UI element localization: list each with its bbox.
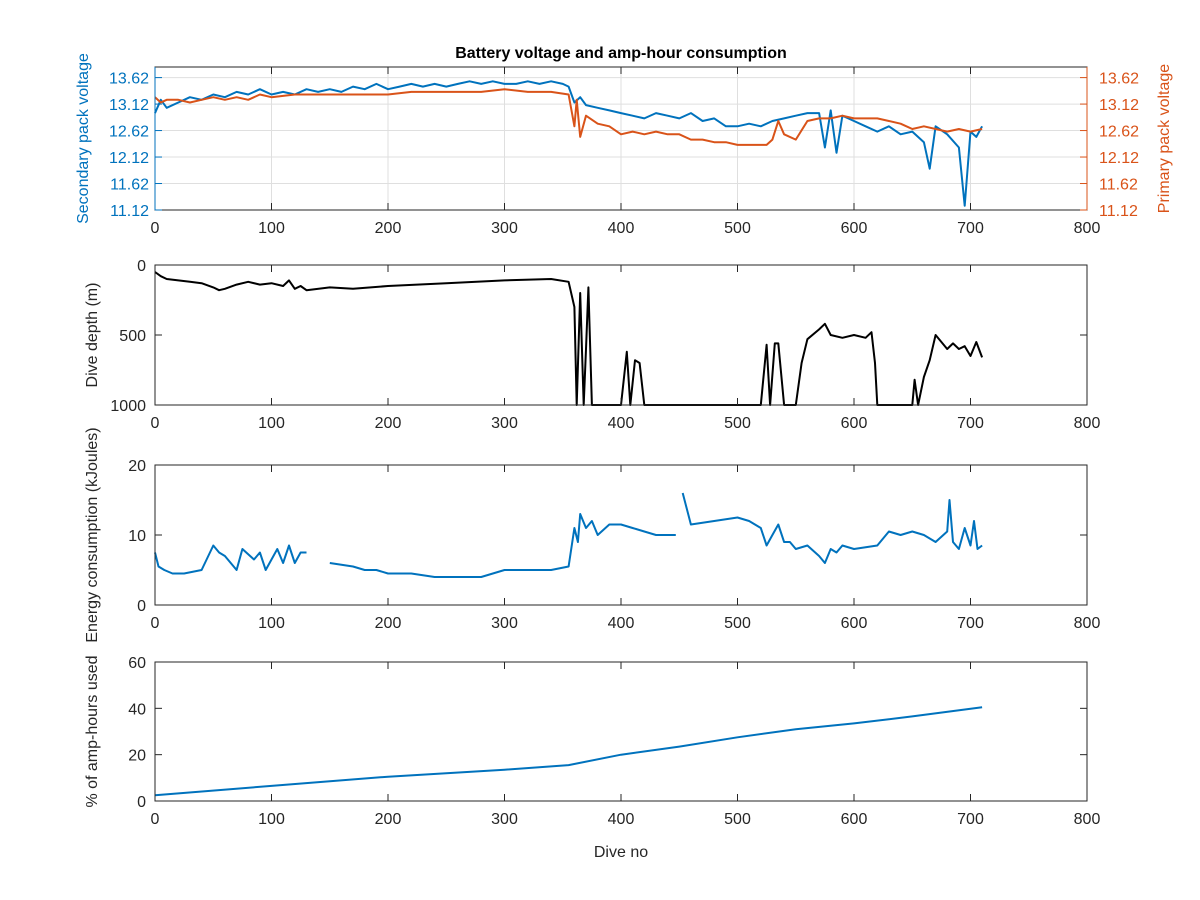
y-axis-label: Energy consumption (kJoules) [84,427,101,642]
y-tick-label-left: 12.62 [109,124,149,141]
y-tick-label: 10 [128,528,146,545]
x-tick-label: 400 [608,220,635,237]
x-tick-label: 600 [841,811,868,828]
y-tick-label-left: 13.62 [109,71,149,88]
y-axis-label: % of amp-hours used [84,655,101,807]
x-tick-label: 500 [724,220,751,237]
x-tick-label: 0 [151,615,160,632]
x-tick-label: 600 [841,415,868,432]
subplot-4: 0 100 200 300 400 500 600 700 800 0 20 40 60 % of amp… [84,655,1100,828]
subplot-2: 0 100 200 300 400 500 600 700 800 0 500 1000 Dive de… [84,258,1100,432]
axes-frame [154,464,1088,606]
x-tick-label: 800 [1074,220,1101,237]
x-tick-label: 600 [841,615,868,632]
y-tick-label: 20 [128,748,146,765]
x-tick-label: 300 [491,220,518,237]
y-tick-label-right: 11.12 [1099,203,1138,220]
y-tick-label: 0 [137,258,146,275]
subplot-3: 0 100 200 300 400 500 600 700 800 0 10 20 Energy con… [84,427,1100,642]
x-tick-label: 700 [957,415,984,432]
x-tick-label: 400 [608,811,635,828]
y-tick-label: 1000 [110,398,146,415]
axes-frame [154,661,1088,802]
y-tick-label: 0 [137,598,146,615]
x-tick-label: 500 [724,415,751,432]
x-tick-label: 200 [375,811,402,828]
y-tick-label-right: 12.12 [1099,150,1139,167]
x-axis-label: Dive no [594,844,648,861]
x-tick-label: 500 [724,811,751,828]
x-tick-label: 100 [258,220,285,237]
y-tick-label-left: 13.12 [109,97,149,114]
x-tick-label: 500 [724,615,751,632]
x-tick-label: 200 [375,415,402,432]
y-tick-label-right: 13.12 [1099,97,1139,114]
y-tick-label: 40 [128,701,146,718]
x-tick-label: 300 [491,415,518,432]
x-tick-label: 100 [258,615,285,632]
x-tick-label: 800 [1074,415,1101,432]
series-line-1 [154,271,984,406]
y-tick-label-right: 13.62 [1099,71,1139,88]
x-tick-label: 700 [957,220,984,237]
y-tick-label-left: 12.12 [109,150,149,167]
series-line-1 [154,492,983,578]
y-tick-label-right: 12.62 [1099,124,1139,141]
x-tick-label: 200 [375,615,402,632]
series-line-1 [154,80,983,207]
axes-frame [154,264,1088,406]
y-tick-label: 500 [119,328,146,345]
series-line-2 [154,88,983,146]
y-tick-label: 20 [128,458,146,475]
chart-title: Battery voltage and amp-hour consumption [455,45,787,62]
x-tick-label: 600 [841,220,868,237]
x-tick-label: 100 [258,811,285,828]
y-axis-label-right: Primary pack voltage [1156,64,1173,213]
x-tick-label: 400 [608,415,635,432]
y-tick-label-right: 11.62 [1099,177,1138,194]
x-tick-label: 0 [151,811,160,828]
x-tick-label: 100 [258,415,285,432]
x-tick-label: 700 [957,811,984,828]
y-tick-label-left: 11.62 [110,177,149,194]
y-tick-label: 60 [128,655,146,672]
x-tick-label: 700 [957,615,984,632]
x-tick-label: 200 [375,220,402,237]
x-tick-label: 300 [491,811,518,828]
x-tick-label: 300 [491,615,518,632]
series-line-1 [154,706,983,797]
x-tick-label: 0 [151,415,160,432]
y-tick-label-left: 11.12 [110,203,149,220]
x-tick-label: 800 [1074,615,1101,632]
x-tick-label: 0 [151,220,160,237]
x-tick-label: 800 [1074,811,1101,828]
y-axis-label-left: Secondary pack voltage [75,53,92,224]
y-axis-label: Dive depth (m) [84,283,101,388]
x-tick-label: 400 [608,615,635,632]
y-tick-label: 0 [137,794,146,811]
